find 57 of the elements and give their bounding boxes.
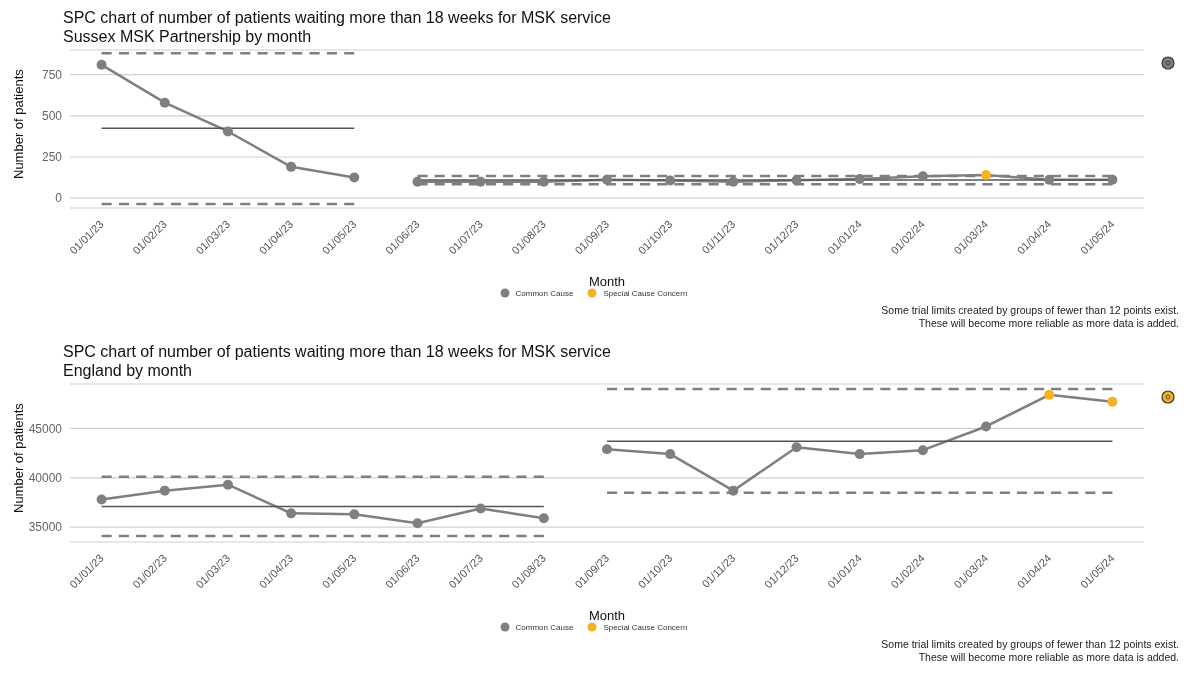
point [665, 449, 676, 460]
legend-label: Special Cause Concern [602, 622, 688, 632]
point [412, 176, 423, 187]
y-axis-title: Number of patients [10, 402, 26, 513]
point [349, 509, 360, 520]
point [96, 59, 107, 70]
point [917, 445, 928, 456]
point [1107, 396, 1118, 407]
y-tick-label: 0 [55, 191, 63, 206]
chart-subtitle: England by month [63, 361, 193, 380]
point [538, 513, 549, 524]
point [475, 503, 486, 514]
point [602, 444, 612, 455]
point [665, 175, 676, 186]
point [286, 161, 297, 172]
y-tick-label: 40000 [28, 471, 63, 486]
y-tick-label: 35000 [28, 520, 63, 535]
chart-title: SPC chart of number of patients waiting more than 18 weeks for MSK service [63, 342, 612, 361]
legend-label: Common Cause [514, 622, 574, 632]
point [286, 508, 297, 519]
point [159, 97, 170, 108]
point [412, 518, 423, 529]
legend-label: Common Cause [514, 288, 574, 298]
point [1044, 174, 1055, 185]
point [1107, 174, 1118, 185]
point [602, 174, 612, 185]
point [728, 485, 739, 496]
point [222, 479, 233, 490]
chart-title: SPC chart of number of patients waiting more than 18 weeks for MSK service [63, 8, 612, 27]
text: These will become more reliable as more data is added. [917, 317, 1179, 330]
y-axis-title: Number of patients [10, 68, 26, 179]
y-tick-label: 45000 [28, 421, 63, 436]
point [917, 171, 928, 182]
point [854, 174, 865, 185]
point [1044, 389, 1055, 400]
y-tick-label: 250 [41, 150, 63, 165]
point [791, 175, 802, 186]
point [538, 176, 549, 187]
point [159, 485, 170, 496]
text: Some trial limits created by groups of fewer than 12 points exist. [880, 638, 1179, 651]
text: These will become more reliable as more data is added. [917, 651, 1179, 664]
point [981, 170, 992, 181]
y-tick-label: 750 [41, 67, 63, 82]
point [981, 421, 992, 432]
point [475, 176, 486, 187]
x-axis-title: Month [588, 608, 626, 623]
legend-label: Special Cause Concern [602, 288, 688, 298]
x-axis-title: Month [588, 274, 626, 289]
point [791, 442, 802, 453]
point [728, 176, 739, 187]
point [222, 126, 233, 137]
text: Some trial limits created by groups of fewer than 12 points exist. [880, 304, 1179, 317]
y-tick-label: 500 [41, 109, 63, 124]
point [854, 449, 865, 460]
point [349, 172, 360, 183]
point [96, 494, 107, 505]
chart-subtitle: Sussex MSK Partnership by month [63, 27, 313, 46]
